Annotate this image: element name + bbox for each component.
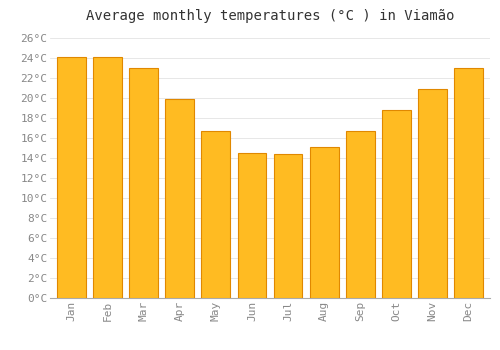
Bar (130, 68, 158, 298)
Bar (202, 131, 230, 298)
Bar (346, 131, 374, 298)
Bar (94, 57, 122, 298)
Bar (57, 57, 86, 298)
Bar (418, 89, 446, 298)
Bar (166, 99, 194, 298)
Title: Average monthly temperatures (°C ) in Viamão: Average monthly temperatures (°C ) in Vi… (86, 9, 454, 23)
Bar (310, 147, 338, 298)
Bar (238, 153, 266, 298)
Bar (454, 68, 483, 298)
Bar (274, 154, 302, 298)
Bar (382, 110, 410, 298)
